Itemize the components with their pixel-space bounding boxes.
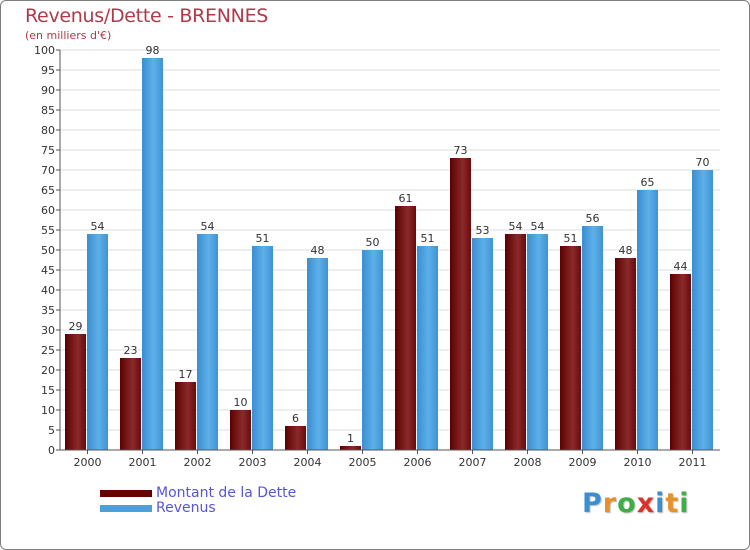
bar-revenus	[692, 170, 713, 450]
x-tick-label: 2011	[679, 456, 707, 469]
bar-dette	[175, 382, 196, 450]
y-tick-label: 65	[41, 184, 55, 197]
data-label-revenus: 56	[586, 212, 600, 225]
y-tick-label: 80	[41, 124, 55, 137]
bar-revenus	[417, 246, 438, 450]
bar-revenus	[362, 250, 383, 450]
bar-dette	[505, 234, 526, 450]
logo-letter: t	[665, 488, 680, 519]
x-tick-label: 2004	[294, 456, 322, 469]
logo-letter: o	[617, 488, 637, 519]
data-label-dette: 61	[399, 192, 413, 205]
logo-letter: r	[602, 488, 618, 519]
bar-dette	[230, 410, 251, 450]
logo-letter: i	[655, 488, 666, 519]
data-label-dette: 48	[619, 244, 633, 257]
x-tick-label: 2001	[129, 456, 157, 469]
bar-revenus	[87, 234, 108, 450]
logo-letter: x	[636, 488, 656, 519]
data-label-revenus: 54	[201, 220, 215, 233]
bar-dette	[560, 246, 581, 450]
y-tick-label: 70	[41, 164, 55, 177]
legend-swatch-revenus	[100, 505, 152, 512]
legend-label-dette: Montant de la Dette	[156, 485, 297, 501]
bar-dette	[120, 358, 141, 450]
data-label-dette: 44	[674, 260, 688, 273]
proxiti-logo: Proxiti	[582, 488, 690, 519]
data-label-revenus: 53	[476, 224, 490, 237]
data-label-revenus: 54	[531, 220, 545, 233]
chart-subtitle: (en milliers d'€)	[25, 29, 112, 42]
bar-dette	[615, 258, 636, 450]
bar-dette	[285, 426, 306, 450]
data-label-dette: 6	[292, 412, 299, 425]
x-tick-label: 2003	[239, 456, 267, 469]
x-tick-label: 2002	[184, 456, 212, 469]
bar-dette	[340, 446, 361, 450]
data-label-dette: 17	[179, 368, 193, 381]
y-tick-label: 55	[41, 224, 55, 237]
y-tick-label: 35	[41, 304, 55, 317]
data-label-dette: 23	[124, 344, 138, 357]
x-tick-label: 2000	[74, 456, 102, 469]
bar-revenus	[197, 234, 218, 450]
y-tick-label: 60	[41, 204, 55, 217]
bar-revenus	[472, 238, 493, 450]
y-tick-label: 0	[48, 444, 55, 457]
x-tick-label: 2005	[349, 456, 377, 469]
data-label-revenus: 51	[421, 232, 435, 245]
y-tick-label: 95	[41, 64, 55, 77]
x-tick-label: 2006	[404, 456, 432, 469]
y-tick-label: 50	[41, 244, 55, 257]
bar-dette	[670, 274, 691, 450]
data-label-revenus: 51	[256, 232, 270, 245]
y-tick-label: 30	[41, 324, 55, 337]
y-tick-label: 20	[41, 364, 55, 377]
y-tick-label: 45	[41, 264, 55, 277]
x-tick-label: 2010	[624, 456, 652, 469]
y-tick-label: 90	[41, 84, 55, 97]
data-label-revenus: 98	[146, 44, 160, 57]
y-tick-label: 40	[41, 284, 55, 297]
legend: Montant de la Dette Revenus	[100, 486, 296, 516]
bar-revenus	[582, 226, 603, 450]
y-tick-label: 5	[48, 424, 55, 437]
legend-item-dette: Montant de la Dette	[100, 486, 296, 501]
y-tick-label: 10	[41, 404, 55, 417]
y-tick-label: 15	[41, 384, 55, 397]
x-tick-label: 2009	[569, 456, 597, 469]
data-label-revenus: 65	[641, 176, 655, 189]
data-label-dette: 51	[564, 232, 578, 245]
data-label-dette: 29	[69, 320, 83, 333]
bar-revenus	[637, 190, 658, 450]
data-label-revenus: 70	[696, 156, 710, 169]
y-tick-label: 25	[41, 344, 55, 357]
y-tick-label: 100	[34, 44, 55, 57]
bar-dette	[65, 334, 86, 450]
bar-revenus	[252, 246, 273, 450]
legend-label-revenus: Revenus	[156, 500, 216, 516]
data-label-dette: 73	[454, 144, 468, 157]
data-label-revenus: 48	[311, 244, 325, 257]
chart-title: Revenus/Dette - BRENNES	[25, 5, 269, 27]
bar-revenus	[142, 58, 163, 450]
data-label-revenus: 50	[366, 236, 380, 249]
legend-swatch-dette	[100, 490, 152, 497]
legend-item-revenus: Revenus	[100, 501, 296, 516]
y-tick-label: 85	[41, 104, 55, 117]
y-tick-label: 75	[41, 144, 55, 157]
data-label-dette: 10	[234, 396, 248, 409]
bar-revenus	[527, 234, 548, 450]
data-label-dette: 1	[347, 432, 354, 445]
logo-letter: P	[582, 488, 603, 519]
x-tick-label: 2007	[459, 456, 487, 469]
logo-letter: i	[679, 488, 690, 519]
x-tick-label: 2008	[514, 456, 542, 469]
data-label-revenus: 54	[91, 220, 105, 233]
bar-dette	[450, 158, 471, 450]
bar-dette	[395, 206, 416, 450]
data-label-dette: 54	[509, 220, 523, 233]
bar-revenus	[307, 258, 328, 450]
